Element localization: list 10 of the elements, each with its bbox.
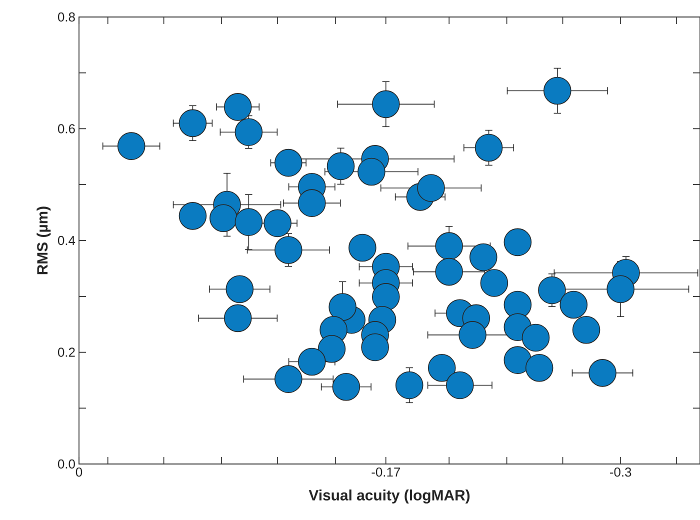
x-tick-label: -0.17 xyxy=(372,468,400,477)
y-axis-title: RMS (µm) xyxy=(36,206,51,274)
y-tick-label: 0.6 xyxy=(58,124,75,134)
y-tick-label: 0.2 xyxy=(58,348,75,357)
x-tick-label: -0.3 xyxy=(610,468,632,477)
x-axis-title: Visual acuity (logMAR) xyxy=(308,490,470,504)
y-tick-label: 0.0 xyxy=(58,459,75,469)
y-tick-label: 0.8 xyxy=(58,12,75,22)
y-tick-label: 0.4 xyxy=(58,236,76,246)
x-tick-label: 0 xyxy=(76,468,82,477)
